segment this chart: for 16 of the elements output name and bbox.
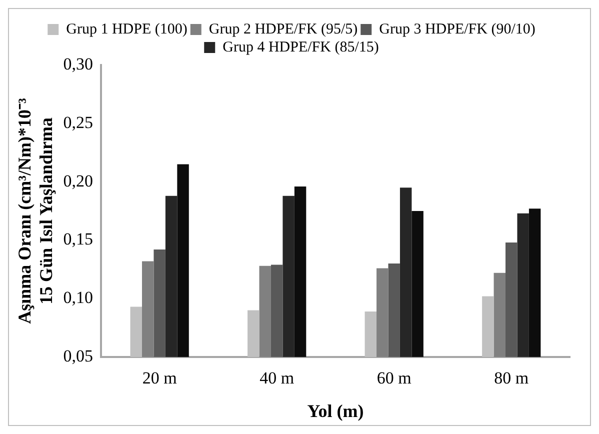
x-tick-label: 20 m [142,368,177,388]
y-tick-label: 0,05 [63,346,93,366]
x-axis-title: Yol (m) [307,400,364,421]
y-tick-label: 0,25 [63,112,93,132]
y-axis-title: Aşınma Oranı (cm³/Nm)*10⁻³ 15 Gün Isıl Yaşlandırma [14,98,56,324]
x-tick-label: 40 m [260,368,294,388]
legend-label: Grup 4 HDPE/FK (85/15) [222,39,379,56]
legend-label: Grup 3 HDPE/FK (90/10) [379,21,536,38]
x-tick-label: 60 m [376,368,412,388]
y-tick-label: 0,10 [63,288,93,308]
x-tick-label: 80 m [494,368,529,388]
y-tick-label: 0,20 [63,171,93,190]
y-tick-label: 0,30 [63,54,93,74]
y-tick-label: 0,15 [63,230,93,249]
legend-label: Grup 1 HDPE (100) [66,21,188,38]
legend-label: Grup 2 HDPE/FK (95/5) [208,21,358,38]
